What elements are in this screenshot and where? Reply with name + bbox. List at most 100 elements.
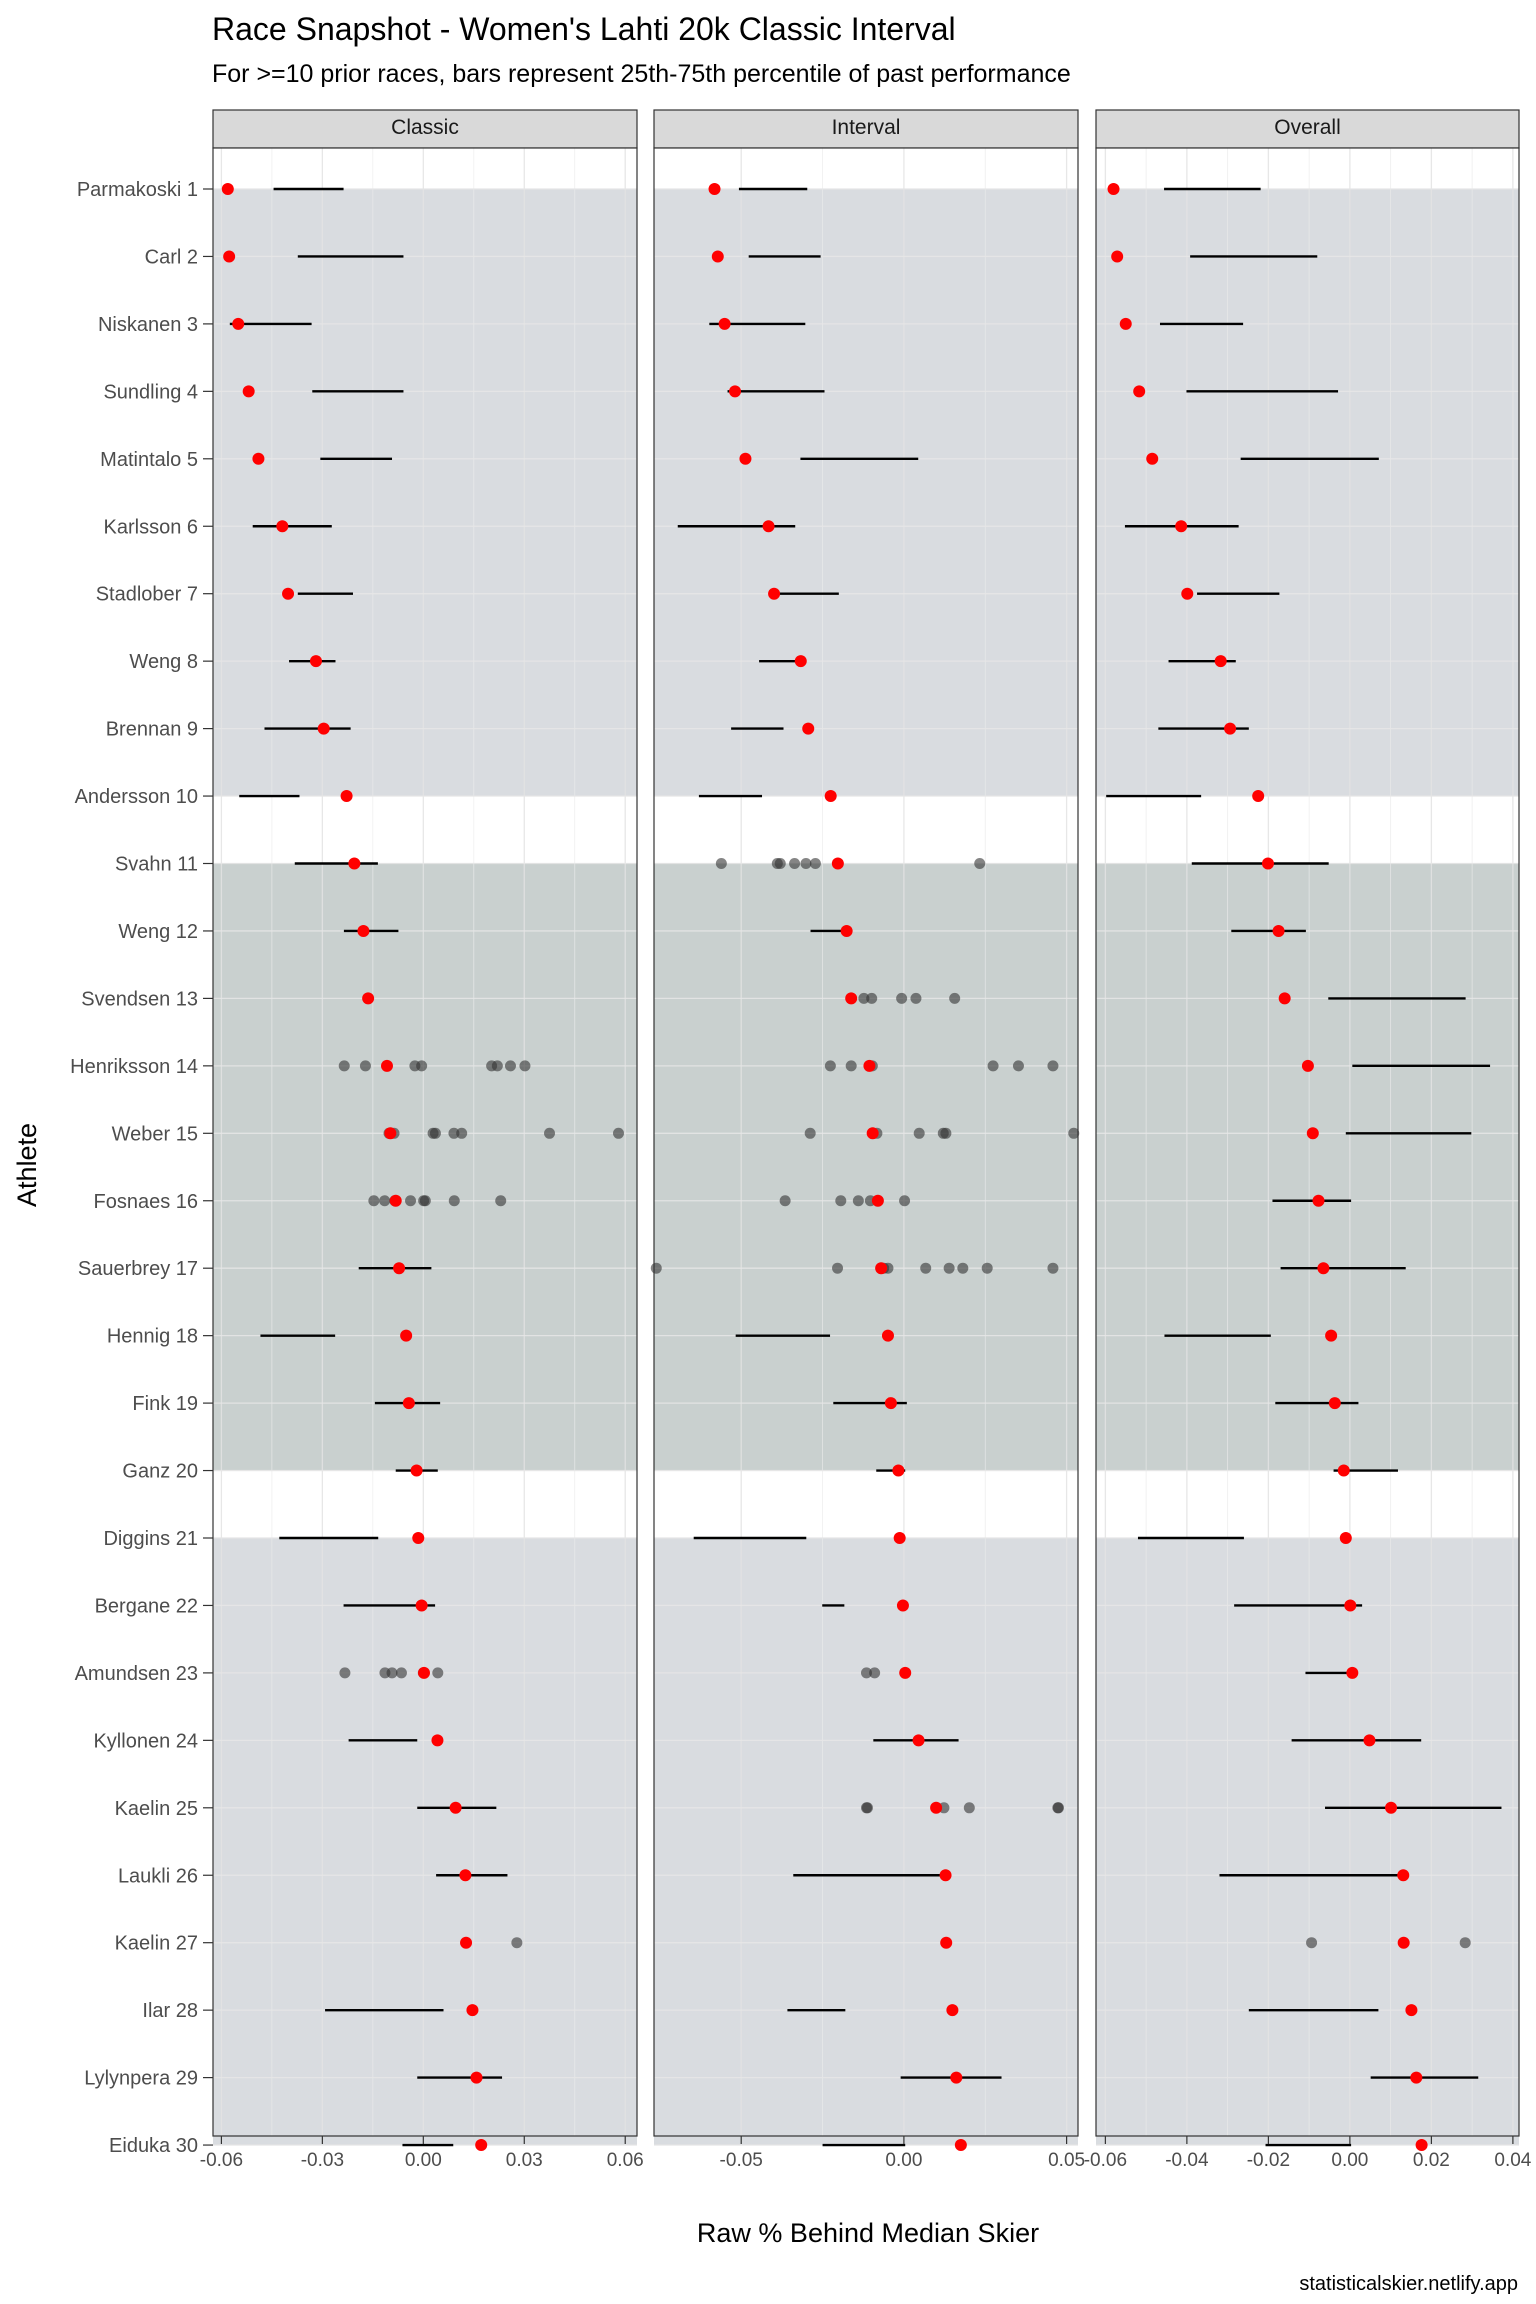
x-tick-label: -0.02 — [1247, 2150, 1290, 2171]
current-race-point — [389, 1194, 402, 1207]
current-race-point — [954, 2139, 967, 2152]
panel-strip — [653, 109, 1079, 149]
current-race-point — [1363, 1734, 1376, 1747]
past-race-point — [987, 1060, 999, 1072]
current-race-point — [1344, 1599, 1357, 1612]
current-race-point — [282, 587, 295, 600]
current-race-point — [1272, 924, 1285, 937]
past-race-point — [943, 1262, 955, 1274]
athlete-label: Carl 2 — [145, 246, 198, 268]
past-race-point — [429, 1127, 441, 1139]
past-race-point — [809, 858, 821, 869]
athlete-label: Matintalo 5 — [100, 449, 198, 471]
x-tick-label: -0.03 — [301, 2150, 344, 2171]
past-race-point — [456, 1127, 468, 1139]
past-race-point — [957, 1262, 969, 1274]
current-race-point — [824, 790, 837, 803]
current-race-point — [950, 2071, 963, 2084]
past-race-point — [368, 1195, 380, 1207]
group-band — [654, 863, 1078, 1471]
current-race-point — [459, 1869, 472, 1882]
chart-subtitle: For >=10 prior races, bars represent 25t… — [212, 60, 1071, 88]
panel-overall: Overall -0.06 -0.04 -0.02 0.00 0.02 0.04 — [1084, 109, 1532, 2171]
current-race-point — [939, 1869, 952, 1882]
current-race-point — [1405, 2004, 1418, 2017]
current-race-point — [1261, 857, 1274, 870]
current-race-point — [912, 1734, 925, 1747]
panel-strip-label: Overall — [1274, 116, 1341, 139]
current-race-point — [449, 1801, 462, 1814]
current-race-point — [232, 317, 245, 330]
past-race-point — [1047, 1060, 1059, 1072]
current-race-point — [794, 655, 807, 668]
x-tick-label: -0.04 — [1165, 2150, 1209, 2171]
current-race-point — [400, 1329, 413, 1342]
current-race-point — [412, 1532, 425, 1544]
current-race-point — [1175, 520, 1188, 533]
past-race-point — [405, 1195, 417, 1207]
y-axis-title: Athlete — [12, 1123, 42, 1207]
current-race-point — [466, 2004, 479, 2017]
current-race-point — [1306, 1127, 1319, 1140]
current-race-point — [1252, 790, 1265, 803]
current-race-point — [930, 1801, 943, 1814]
athlete-label: Kaelin 27 — [115, 1933, 198, 1955]
past-race-point — [852, 1195, 864, 1207]
current-race-point — [875, 1262, 888, 1275]
current-race-point — [1146, 452, 1159, 465]
athlete-label: Laukli 26 — [118, 1865, 198, 1887]
past-race-point — [949, 992, 961, 1004]
current-race-point — [708, 183, 721, 195]
current-race-point — [415, 1599, 428, 1612]
past-race-point — [650, 1262, 662, 1274]
current-race-point — [1312, 1194, 1325, 1207]
current-race-point — [1325, 1329, 1338, 1342]
x-axis-title: Raw % Behind Median Skier — [697, 2218, 1039, 2248]
athlete-label: Lylynpera 29 — [84, 2068, 198, 2090]
past-race-point — [913, 1127, 925, 1139]
past-race-point — [804, 1127, 816, 1139]
past-race-point — [419, 1195, 431, 1207]
current-race-point — [871, 1194, 884, 1207]
past-race-point — [774, 858, 786, 869]
current-race-point — [470, 2071, 483, 2084]
athlete-label: Henriksson 14 — [70, 1056, 198, 1078]
current-race-point — [840, 924, 853, 937]
athlete-label: Kaelin 25 — [115, 1798, 198, 1820]
athlete-label: Brennan 9 — [106, 719, 198, 741]
current-race-point — [1328, 1397, 1341, 1410]
past-race-point — [835, 1195, 847, 1207]
current-race-point — [946, 2004, 959, 2017]
current-race-point — [357, 924, 370, 937]
panel-border — [212, 147, 638, 2137]
current-race-point — [866, 1127, 879, 1140]
group-band — [1096, 188, 1519, 797]
current-race-point — [893, 1532, 906, 1544]
x-tick-label: -0.06 — [1084, 2150, 1127, 2171]
past-race-point — [860, 1667, 872, 1679]
current-race-point — [460, 1936, 473, 1949]
past-race-point — [1052, 1802, 1064, 1814]
group-band — [213, 1537, 637, 2146]
current-race-point — [896, 1599, 909, 1612]
current-race-point — [845, 992, 858, 1005]
current-race-point — [348, 857, 361, 870]
x-tick-label: -0.06 — [200, 2150, 243, 2171]
current-race-point — [802, 722, 815, 735]
panel-strip — [212, 109, 638, 149]
current-race-point — [384, 1127, 397, 1140]
athlete-label: Weng 12 — [118, 921, 198, 943]
current-race-point — [410, 1464, 423, 1477]
athlete-label: Weng 8 — [129, 651, 198, 673]
past-race-point — [789, 858, 801, 869]
current-race-point — [1301, 1059, 1314, 1072]
athlete-label: Amundsen 23 — [75, 1663, 198, 1685]
athlete-label: Ilar 28 — [142, 2000, 198, 2022]
past-race-point — [899, 1195, 911, 1207]
current-race-point — [252, 452, 265, 465]
current-race-point — [417, 1666, 430, 1679]
current-race-point — [380, 1059, 393, 1072]
current-race-point — [1111, 250, 1124, 263]
plot-area: Parmakoski 1 Carl 2 Niskanen 3 Sundling 4 Ma… — [70, 109, 1532, 2171]
current-race-point — [242, 385, 255, 398]
